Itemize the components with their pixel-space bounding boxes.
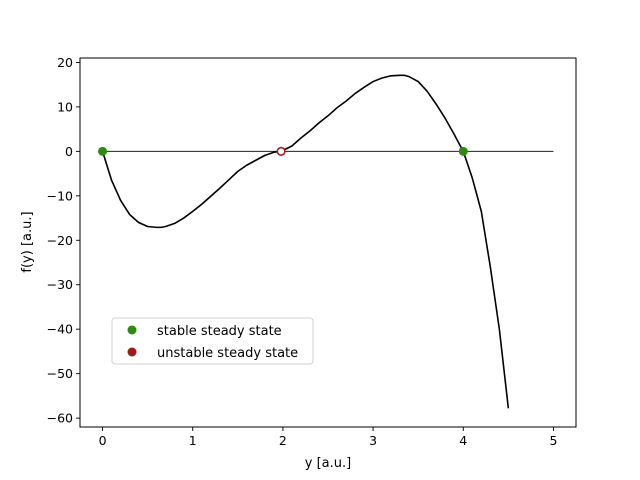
y-tick-label: −20 bbox=[47, 233, 73, 248]
y-axis-label: f(y) [a.u.] bbox=[20, 211, 35, 272]
x-tick-label: 5 bbox=[549, 433, 557, 448]
unstable-steady-state-point bbox=[276, 146, 286, 156]
x-tick-label: 3 bbox=[369, 433, 377, 448]
x-axis-label: y [a.u.] bbox=[305, 456, 351, 471]
stable-steady-state-point bbox=[98, 146, 108, 156]
x-tick-label: 0 bbox=[99, 433, 107, 448]
y-tick-label: −10 bbox=[47, 188, 73, 203]
x-tick-label: 4 bbox=[459, 433, 467, 448]
legend-unstable-marker bbox=[127, 347, 137, 357]
legend-unstable-label: unstable steady state bbox=[157, 346, 298, 361]
axis-ticks: 0 1 2 3 4 5 −60 −50 −40 −30 −20 −10 0 10 20 bbox=[47, 55, 558, 448]
y-tick-label: −60 bbox=[47, 411, 73, 426]
y-tick-label: −40 bbox=[47, 322, 73, 337]
stable-steady-state-point bbox=[458, 146, 468, 156]
legend-stable-label: stable steady state bbox=[157, 324, 282, 339]
y-tick-label: −50 bbox=[47, 366, 73, 381]
y-tick-label: 20 bbox=[57, 55, 73, 70]
axes-frame bbox=[79, 57, 577, 428]
legend-box bbox=[111, 317, 314, 365]
legend-stable-marker bbox=[127, 325, 137, 335]
x-tick-label: 2 bbox=[279, 433, 287, 448]
y-tick-label: 0 bbox=[65, 144, 73, 159]
legend: stable steady state unstable steady stat… bbox=[111, 317, 314, 365]
x-tick-label: 1 bbox=[189, 433, 197, 448]
y-tick-label: −30 bbox=[47, 277, 73, 292]
series-line-0 bbox=[101, 74, 510, 409]
y-tick-label: 10 bbox=[57, 99, 73, 114]
plot-area bbox=[98, 74, 554, 409]
